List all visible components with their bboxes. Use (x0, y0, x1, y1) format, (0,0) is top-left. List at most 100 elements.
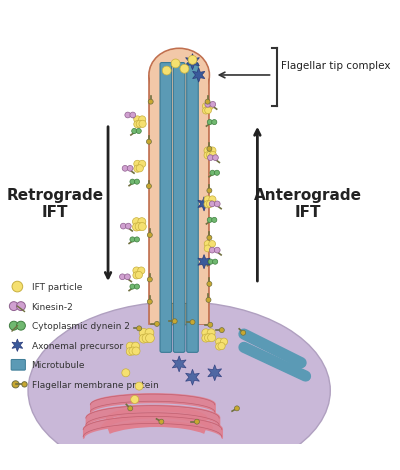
FancyBboxPatch shape (173, 63, 185, 352)
Circle shape (127, 165, 133, 171)
Circle shape (208, 334, 216, 342)
Polygon shape (198, 197, 210, 211)
Circle shape (122, 369, 130, 377)
Circle shape (138, 116, 146, 123)
Circle shape (122, 165, 128, 171)
Circle shape (134, 116, 141, 123)
Polygon shape (192, 68, 205, 82)
Circle shape (180, 64, 189, 73)
Circle shape (208, 155, 213, 161)
Circle shape (129, 347, 137, 355)
Circle shape (138, 218, 146, 226)
Text: Axonemal precursor: Axonemal precursor (32, 342, 123, 351)
Polygon shape (186, 54, 200, 70)
FancyBboxPatch shape (160, 63, 172, 352)
Polygon shape (12, 339, 23, 352)
Circle shape (208, 322, 213, 327)
Circle shape (209, 196, 216, 203)
Circle shape (135, 382, 143, 390)
Circle shape (134, 237, 140, 242)
Circle shape (131, 395, 139, 403)
Circle shape (207, 217, 212, 222)
Circle shape (139, 329, 148, 337)
Circle shape (194, 419, 200, 424)
Circle shape (154, 321, 160, 326)
Polygon shape (186, 369, 200, 385)
Circle shape (139, 120, 146, 127)
Circle shape (204, 152, 211, 159)
Polygon shape (198, 255, 210, 269)
Circle shape (218, 343, 225, 350)
Circle shape (188, 55, 197, 64)
Circle shape (132, 223, 140, 231)
FancyArrowPatch shape (244, 347, 306, 376)
Circle shape (171, 59, 180, 68)
Text: Cytoplasmic dynein 2: Cytoplasmic dynein 2 (32, 322, 130, 331)
Circle shape (209, 241, 216, 247)
Circle shape (134, 165, 141, 172)
Polygon shape (172, 356, 186, 372)
Text: Microtubule: Microtubule (32, 361, 85, 370)
FancyArrowPatch shape (245, 348, 306, 377)
Circle shape (205, 99, 210, 104)
Circle shape (204, 196, 211, 203)
Circle shape (207, 329, 215, 337)
Circle shape (134, 160, 141, 167)
FancyBboxPatch shape (187, 63, 198, 352)
Circle shape (219, 328, 224, 333)
Circle shape (209, 147, 216, 154)
Ellipse shape (149, 48, 209, 102)
Circle shape (137, 326, 142, 331)
Polygon shape (149, 75, 209, 324)
Circle shape (133, 267, 140, 274)
Ellipse shape (150, 49, 208, 101)
Circle shape (132, 342, 140, 350)
Circle shape (135, 271, 142, 279)
Circle shape (204, 245, 211, 252)
Circle shape (204, 147, 211, 154)
Circle shape (202, 107, 209, 114)
FancyBboxPatch shape (11, 360, 25, 370)
Circle shape (135, 223, 143, 231)
Circle shape (134, 284, 140, 289)
Circle shape (12, 381, 19, 388)
Circle shape (16, 302, 25, 311)
Circle shape (220, 338, 228, 345)
FancyArrowPatch shape (244, 334, 301, 363)
Circle shape (133, 272, 140, 279)
Polygon shape (150, 75, 208, 324)
Circle shape (147, 233, 152, 237)
Circle shape (148, 99, 153, 104)
Circle shape (126, 223, 131, 229)
Text: Anterograde
IFT: Anterograde IFT (254, 188, 362, 220)
FancyBboxPatch shape (161, 304, 197, 325)
Circle shape (130, 284, 135, 289)
Circle shape (125, 112, 131, 118)
Circle shape (128, 406, 133, 411)
Text: Flagellar tip complex: Flagellar tip complex (281, 61, 391, 71)
Circle shape (162, 66, 171, 75)
Circle shape (212, 119, 217, 125)
Circle shape (212, 217, 217, 222)
FancyArrowPatch shape (245, 335, 302, 364)
Circle shape (132, 128, 137, 133)
Circle shape (130, 237, 135, 242)
Circle shape (207, 103, 214, 110)
Circle shape (205, 107, 212, 114)
Circle shape (126, 342, 134, 350)
Circle shape (207, 235, 212, 240)
Circle shape (159, 419, 164, 424)
Circle shape (120, 274, 125, 280)
Text: Flagellar membrane protein: Flagellar membrane protein (32, 381, 158, 390)
Circle shape (136, 120, 143, 127)
Circle shape (190, 320, 195, 325)
Circle shape (214, 170, 220, 175)
Circle shape (142, 334, 151, 343)
Circle shape (234, 406, 240, 411)
Circle shape (205, 102, 211, 107)
Circle shape (22, 382, 27, 387)
Circle shape (202, 103, 209, 110)
Circle shape (147, 277, 152, 282)
Circle shape (208, 259, 213, 264)
Circle shape (212, 155, 218, 161)
